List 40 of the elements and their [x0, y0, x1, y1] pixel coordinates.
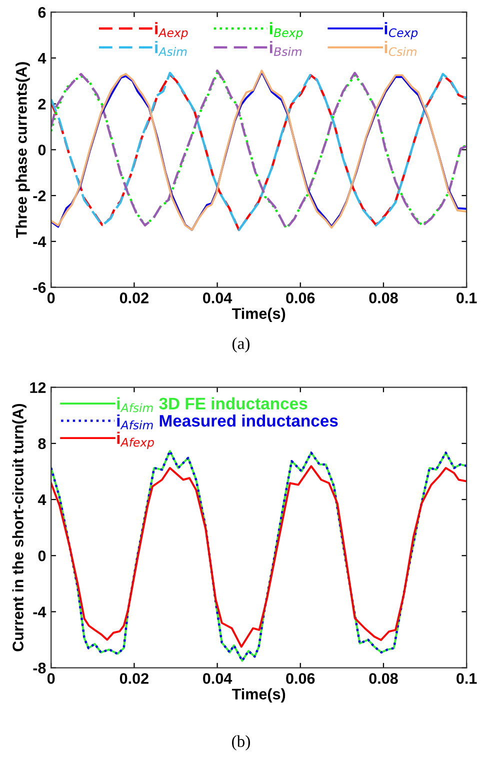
- y-tick-label: 0: [38, 144, 46, 156]
- legend-label: i$_{Afsim}$ Measured inductances: [117, 414, 338, 430]
- text: (a): [232, 337, 250, 352]
- x-tick-label: 0.04: [203, 673, 232, 684]
- y-axis-title: Three phase currents(A): [16, 62, 30, 238]
- x-tick-label: 0.04: [203, 292, 232, 304]
- legend-label: i$_{Asim}$: [155, 41, 187, 56]
- x-tick-label: 0.06: [286, 292, 315, 304]
- legend-label: i$_{Bsim}$: [270, 41, 302, 56]
- text: (b): [232, 735, 250, 750]
- legend-label: i$_{Bexp}$: [270, 22, 303, 40]
- x-tick-label: 0: [47, 673, 55, 684]
- legend-label: i$_{Cexp}$: [384, 22, 418, 40]
- x-axis-title: Time(s): [232, 308, 286, 322]
- x-tick-label: 0.08: [369, 673, 398, 684]
- y-tick-label: 6: [38, 6, 46, 18]
- x-tick-label: 0.1: [456, 292, 477, 304]
- y-tick-label: 8: [38, 438, 46, 450]
- x-tick-label: 0.02: [120, 673, 148, 684]
- legend-label: i$_{Csim}$: [384, 41, 416, 56]
- y-tick-label: -8: [33, 662, 46, 674]
- y-tick-label: 2: [38, 98, 46, 110]
- y-tick-label: -2: [33, 190, 46, 202]
- x-tick-label: 0: [47, 292, 55, 304]
- x-tick-label: 0.02: [120, 292, 148, 304]
- y-tick-label: 4: [38, 494, 46, 506]
- legend-label: i$_{Afexp}$: [117, 432, 154, 449]
- y-tick-label: 4: [38, 53, 46, 64]
- x-tick-label: 0.08: [369, 292, 398, 304]
- y-axis-title: Current in the short-circuit turn(A): [12, 404, 26, 652]
- x-tick-label: 0.06: [286, 673, 315, 684]
- y-tick-label: -4: [33, 606, 46, 618]
- y-tick-label: 0: [38, 550, 46, 562]
- legend-label: i$_{Aexp}$: [155, 22, 188, 40]
- x-tick-label: 0.1: [456, 673, 477, 684]
- x-axis-title: Time(s): [232, 688, 286, 703]
- y-tick-label: -6: [33, 282, 46, 293]
- legend-label: i$_{Afsim}$ 3D FE inductances: [117, 397, 308, 412]
- y-tick-label: 12: [30, 382, 46, 393]
- y-tick-label: -4: [33, 236, 46, 247]
